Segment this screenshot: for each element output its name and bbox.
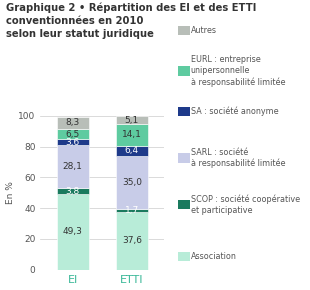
Text: Association: Association (191, 252, 237, 261)
Bar (116, 209, 148, 212)
Text: SARL : société
à responsabilité limitée: SARL : société à responsabilité limitée (191, 148, 285, 168)
Text: 5,1: 5,1 (125, 116, 139, 125)
Text: 8,3: 8,3 (66, 119, 80, 128)
Text: 14,1: 14,1 (122, 130, 142, 139)
Text: EURL : entreprise
unipersonnelle
à responsabilité limitée: EURL : entreprise unipersonnelle à respo… (191, 55, 285, 87)
Bar (56, 145, 89, 188)
Bar (116, 146, 148, 155)
Bar (56, 117, 89, 129)
Text: 37,6: 37,6 (122, 236, 142, 245)
Bar (56, 188, 89, 194)
Text: SA : société anonyme: SA : société anonyme (191, 107, 278, 116)
Text: 6,5: 6,5 (66, 130, 80, 139)
Text: 6,4: 6,4 (125, 146, 139, 155)
Text: 1,7: 1,7 (125, 206, 139, 215)
Bar (116, 116, 148, 124)
Bar (56, 139, 89, 145)
Bar (56, 194, 89, 270)
Bar (116, 155, 148, 209)
Bar (116, 124, 148, 146)
Text: 3,8: 3,8 (66, 186, 80, 195)
Text: Graphique 2 • Répartition des EI et des ETTI
conventionnées en 2010
selon leur s: Graphique 2 • Répartition des EI et des … (6, 3, 257, 39)
Text: SCOP : société coopérative
et participative: SCOP : société coopérative et participat… (191, 194, 300, 215)
Bar (56, 129, 89, 139)
Y-axis label: En %: En % (7, 182, 16, 204)
Text: 28,1: 28,1 (63, 162, 83, 171)
Text: Autres: Autres (191, 26, 217, 35)
Text: 49,3: 49,3 (63, 227, 83, 236)
Bar (116, 212, 148, 270)
Text: 3,6: 3,6 (66, 138, 80, 147)
Text: 35,0: 35,0 (122, 178, 142, 187)
